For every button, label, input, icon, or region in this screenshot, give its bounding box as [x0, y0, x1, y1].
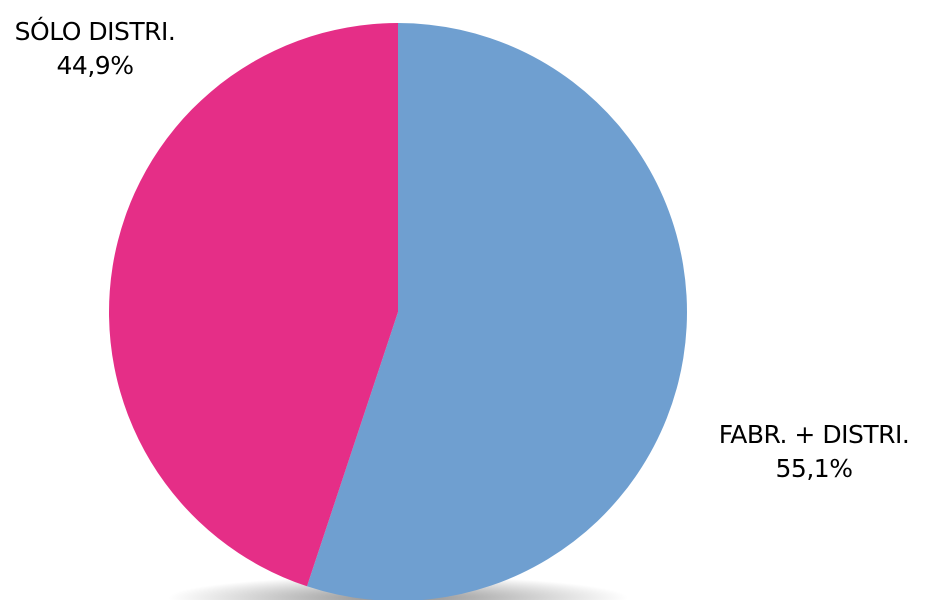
pie-slice-0 [306, 23, 687, 600]
pie-slices [108, 23, 687, 600]
slice-label-name: FABR. + DISTRI. [718, 420, 910, 449]
slice-label-solo-distri: SÓLO DISTRI. 44,9% [0, 15, 190, 83]
slice-label-fabr-distri: FABR. + DISTRI. 55,1% [700, 418, 928, 486]
slice-label-name: SÓLO DISTRI. [14, 17, 176, 46]
slice-label-value: 44,9% [56, 51, 134, 80]
pie-slice-1 [108, 23, 398, 587]
slice-label-value: 55,1% [775, 454, 853, 483]
